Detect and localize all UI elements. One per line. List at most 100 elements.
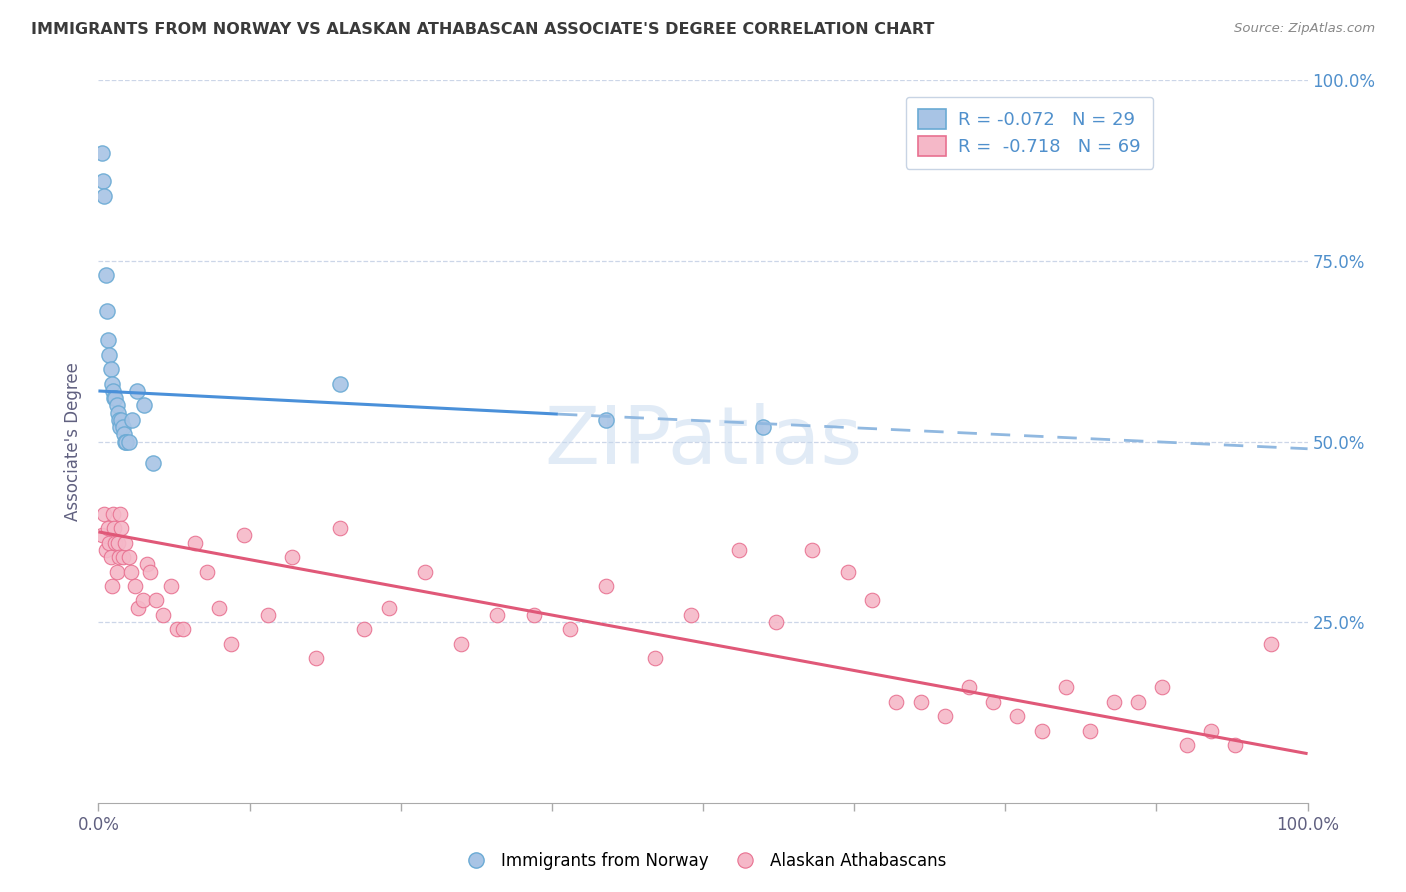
Point (108, 507, 131, 521)
Point (1007, 709, 1029, 723)
Point (305, 651, 328, 665)
Point (124, 579, 146, 593)
Point (1054, 680, 1077, 694)
Point (752, 420, 775, 434)
Point (100, 550, 122, 565)
Point (232, 528, 254, 542)
Point (765, 615, 787, 630)
Point (97, 521, 120, 535)
Point (100, 579, 122, 593)
Point (114, 535, 136, 549)
Point (728, 542, 751, 557)
Point (111, 420, 134, 434)
Point (886, 695, 908, 709)
Point (120, 565, 142, 579)
Point (208, 600, 231, 615)
Point (101, 384, 124, 398)
Point (118, 550, 141, 565)
Point (523, 607, 546, 622)
Point (329, 521, 352, 535)
Point (104, 391, 127, 405)
Point (166, 623, 188, 637)
Point (172, 623, 194, 637)
Point (595, 579, 617, 593)
Point (486, 607, 509, 622)
Point (91, 528, 114, 542)
Point (1223, 738, 1246, 752)
Point (107, 535, 129, 549)
Point (957, 680, 980, 694)
Point (98, 535, 121, 549)
Point (281, 550, 304, 565)
Point (93, 189, 115, 203)
Point (127, 600, 149, 615)
Point (981, 695, 1004, 709)
Point (1199, 723, 1222, 738)
Point (91, 174, 114, 188)
Point (860, 593, 883, 607)
Point (1031, 723, 1053, 738)
Point (1128, 695, 1150, 709)
Point (105, 398, 128, 412)
Point (450, 637, 472, 651)
Point (329, 376, 352, 391)
Point (94, 542, 117, 557)
Point (98, 348, 121, 362)
Point (184, 535, 207, 549)
Point (800, 542, 823, 557)
Legend: Immigrants from Norway, Alaskan Athabascans: Immigrants from Norway, Alaskan Athabasc… (453, 846, 953, 877)
Point (353, 623, 375, 637)
Point (115, 434, 138, 449)
Point (644, 651, 666, 665)
Text: IMMIGRANTS FROM NORWAY VS ALASKAN ATHABASCAN ASSOCIATE'S DEGREE CORRELATION CHAR: IMMIGRANTS FROM NORWAY VS ALASKAN ATHABA… (31, 22, 935, 37)
Point (110, 521, 132, 535)
Point (1152, 680, 1174, 694)
Point (100, 376, 122, 391)
Text: ZIPatlas: ZIPatlas (544, 402, 862, 481)
Point (103, 521, 125, 535)
Point (132, 593, 155, 607)
Point (256, 607, 278, 622)
Point (135, 558, 157, 572)
Point (121, 413, 143, 427)
Point (105, 565, 128, 579)
Point (195, 565, 218, 579)
Point (1102, 695, 1125, 709)
Point (679, 607, 702, 622)
Point (837, 565, 859, 579)
Point (111, 550, 134, 565)
Point (96, 304, 118, 318)
Point (1260, 637, 1282, 651)
Point (558, 623, 581, 637)
Legend: R = -0.072   N = 29, R =  -0.718   N = 69: R = -0.072 N = 29, R = -0.718 N = 69 (905, 96, 1153, 169)
Point (110, 413, 132, 427)
Point (413, 565, 436, 579)
Point (127, 384, 149, 398)
Point (1175, 738, 1198, 752)
Point (112, 427, 135, 442)
Point (107, 406, 129, 420)
Y-axis label: Associate's Degree: Associate's Degree (65, 362, 83, 521)
Point (1078, 723, 1101, 738)
Point (108, 413, 131, 427)
Point (91, 145, 114, 160)
Point (104, 535, 127, 549)
Point (94, 268, 117, 283)
Point (118, 434, 141, 449)
Point (139, 565, 162, 579)
Point (160, 579, 183, 593)
Point (934, 709, 956, 723)
Point (101, 507, 124, 521)
Point (108, 550, 131, 565)
Point (595, 413, 617, 427)
Point (134, 398, 156, 412)
Point (100, 362, 122, 376)
Point (93, 507, 115, 521)
Point (108, 420, 131, 434)
Point (377, 600, 399, 615)
Point (910, 695, 932, 709)
Point (221, 637, 243, 651)
Point (142, 456, 165, 470)
Text: Source: ZipAtlas.com: Source: ZipAtlas.com (1234, 22, 1375, 36)
Point (114, 434, 136, 449)
